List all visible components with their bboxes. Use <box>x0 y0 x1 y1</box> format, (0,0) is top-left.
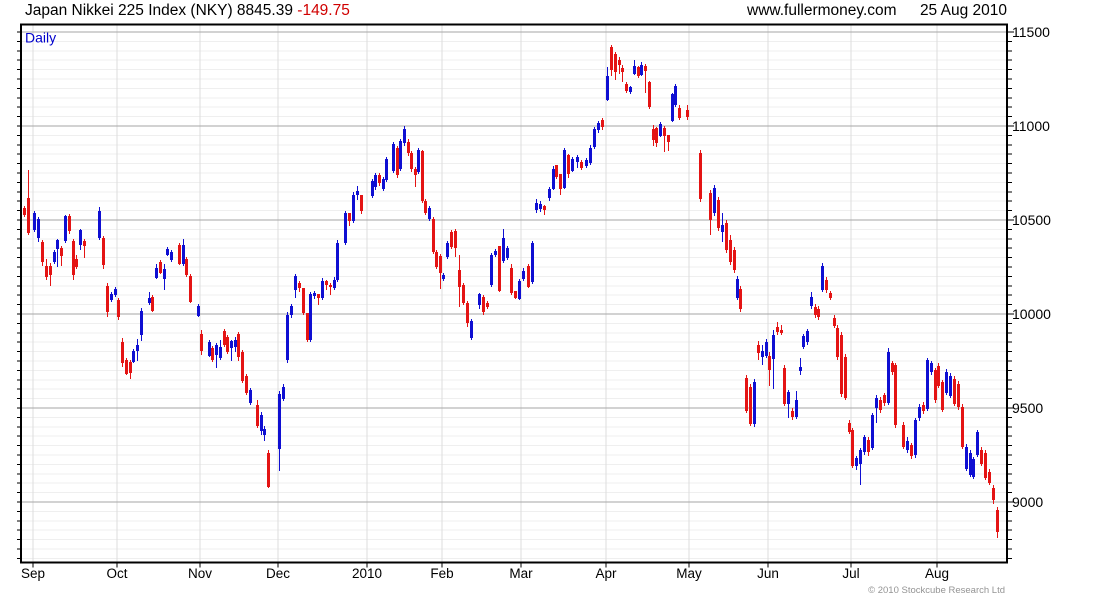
svg-text:9500: 9500 <box>1012 400 1043 416</box>
svg-text:Feb: Feb <box>430 566 453 581</box>
svg-text:© 2010 Stockcube Research Ltd: © 2010 Stockcube Research Ltd <box>868 585 1005 596</box>
svg-text:10500: 10500 <box>1012 212 1051 228</box>
svg-text:2010: 2010 <box>352 566 382 581</box>
svg-text:Japan Nikkei 225 Index (NKY) 8: Japan Nikkei 225 Index (NKY) 8845.39 -14… <box>25 2 350 19</box>
svg-text:Sep: Sep <box>21 566 45 581</box>
svg-text:11000: 11000 <box>1012 118 1050 134</box>
svg-text:Oct: Oct <box>106 566 127 581</box>
svg-text:Aug: Aug <box>925 566 949 581</box>
svg-text:10000: 10000 <box>1012 306 1051 322</box>
svg-text:Dec: Dec <box>266 566 290 581</box>
svg-text:Mar: Mar <box>509 566 533 581</box>
svg-text:May: May <box>676 566 702 581</box>
svg-text:Nov: Nov <box>188 566 212 581</box>
svg-text:11500: 11500 <box>1012 24 1050 40</box>
svg-text:9000: 9000 <box>1012 494 1043 510</box>
svg-text:Jun: Jun <box>757 566 779 581</box>
svg-text:25 Aug 2010: 25 Aug 2010 <box>920 2 1007 19</box>
svg-text:www.fullermoney.com: www.fullermoney.com <box>746 2 897 19</box>
svg-text:Apr: Apr <box>595 566 617 581</box>
svg-text:Daily: Daily <box>25 30 56 46</box>
svg-text:Jul: Jul <box>842 566 859 581</box>
